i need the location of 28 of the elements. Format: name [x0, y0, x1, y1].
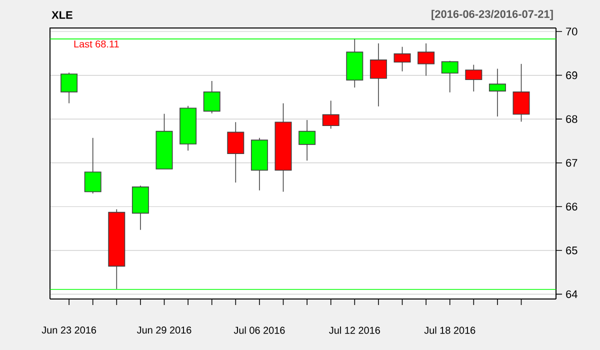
x-tick-label: Jun 29 2016: [136, 326, 192, 334]
candlestick: [298, 120, 316, 162]
candlestick: [370, 42, 387, 107]
annotation: Last 68.11: [74, 40, 119, 48]
candlestick: [441, 60, 458, 93]
candlestick: [60, 72, 78, 104]
y-tick-label: 68: [566, 115, 578, 123]
chart-subtitle: [2016-06-23/2016-07-21]: [432, 10, 553, 20]
y-tick-label: 70: [566, 28, 578, 36]
x-tick-label: Jul 18 2016: [424, 326, 476, 334]
candlestick: [488, 68, 506, 117]
chart-title: XLE: [52, 11, 72, 19]
candlestick: [322, 100, 340, 130]
candlestick: [394, 46, 411, 72]
candlestick: [418, 42, 435, 76]
y-tick-label: 67: [566, 158, 578, 167]
candlestick: [203, 80, 220, 114]
y-tick-label: 66: [566, 202, 578, 211]
x-tick-label: Jun 23 2016: [42, 326, 96, 334]
y-tick-label: 64: [566, 290, 578, 298]
candlestick: [227, 122, 244, 183]
candlestick: [84, 137, 102, 194]
candlestick: [512, 64, 530, 122]
y-tick-label: 65: [566, 246, 578, 254]
candlestick: [465, 64, 482, 92]
x-tick-label: Jul 06 2016: [234, 326, 285, 334]
x-tick-label: Jul 12 2016: [329, 326, 380, 334]
y-tick-label: 69: [566, 71, 578, 80]
